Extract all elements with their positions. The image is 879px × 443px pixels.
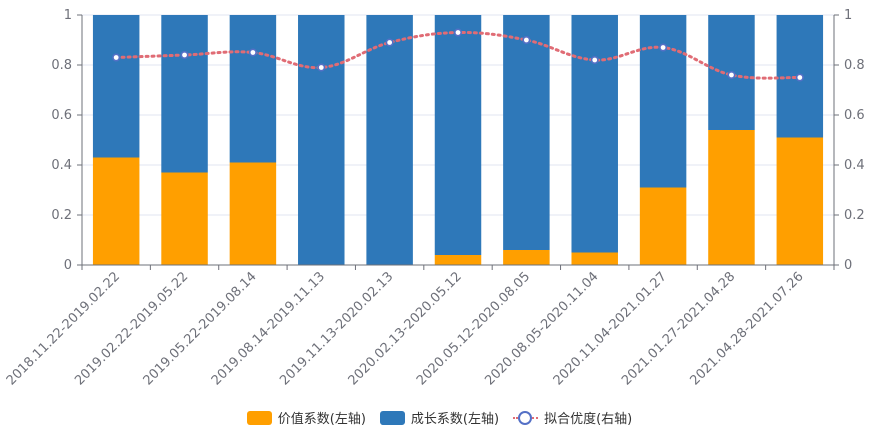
y-left-tick-label: 0.2 — [51, 208, 72, 223]
x-tick-label: 2021.01.27-2021.04.28 — [619, 269, 738, 388]
bar-value — [503, 250, 549, 265]
legend-label-growth: 成长系数(左轴) — [411, 408, 499, 427]
bar-growth — [435, 15, 481, 255]
fit-point — [592, 57, 598, 63]
bar-growth — [298, 15, 344, 265]
y-right-tick-label: 0.4 — [844, 158, 865, 173]
bar-growth — [230, 15, 276, 163]
fit-point — [455, 29, 461, 35]
y-left-tick-label: 0 — [64, 258, 72, 273]
y-right-tick-label: 0.6 — [844, 108, 865, 123]
bar-growth — [93, 15, 139, 158]
legend-item-value[interactable]: 价值系数(左轴) — [247, 408, 366, 427]
x-tick-label: 2019.11.13-2020.02.13 — [277, 269, 396, 388]
bar-value — [230, 163, 276, 266]
bar-growth — [366, 15, 412, 265]
legend-swatch-fit — [513, 411, 538, 425]
fit-point — [386, 39, 392, 45]
bar-value — [161, 173, 207, 266]
x-tick-label: 2019.05.22-2019.08.14 — [141, 269, 260, 388]
bar-growth — [161, 15, 207, 173]
fit-point — [113, 54, 119, 60]
x-tick-labels: 2018.11.22-2019.02.222019.02.22-2019.05.… — [4, 269, 807, 388]
bar-growth — [571, 15, 617, 253]
x-tick-label: 2018.11.22-2019.02.22 — [4, 269, 123, 388]
legend-label-value: 价值系数(左轴) — [278, 408, 366, 427]
y-left-tick-label: 0.8 — [51, 58, 72, 73]
legend-swatch-value — [247, 411, 272, 425]
x-tick-label: 2019.02.22-2019.05.22 — [72, 269, 191, 388]
x-tick-label: 2020.05.12-2020.08.05 — [414, 269, 533, 388]
y-right-tick-label: 1 — [844, 8, 852, 23]
x-tick-label: 2020.08.05-2020.11.04 — [482, 269, 601, 388]
bar-value — [640, 188, 686, 266]
fit-point — [181, 52, 187, 58]
y-right-tick-label: 0.2 — [844, 208, 865, 223]
fit-point — [250, 49, 256, 55]
fit-point — [318, 64, 324, 70]
legend-item-growth[interactable]: 成长系数(左轴) — [380, 408, 499, 427]
bar-value — [777, 138, 823, 266]
fit-point — [660, 44, 666, 50]
bar-value — [93, 158, 139, 266]
y-left-tick-label: 0.4 — [51, 158, 72, 173]
bar-growth — [503, 15, 549, 250]
y-right-tick-label: 0 — [844, 258, 852, 273]
y-right-tick-label: 0.8 — [844, 58, 865, 73]
legend-swatch-growth — [380, 411, 405, 425]
bar-value — [435, 255, 481, 265]
bar-value — [708, 130, 754, 265]
legend: 价值系数(左轴) 成长系数(左轴) 拟合优度(右轴) — [0, 408, 879, 427]
legend-item-fit[interactable]: 拟合优度(右轴) — [513, 408, 632, 427]
bar-value — [571, 253, 617, 266]
fit-point — [797, 74, 803, 80]
fit-point — [728, 72, 734, 78]
bar-growth — [640, 15, 686, 188]
fit-point — [523, 37, 529, 43]
x-tick-label: 2020.02.13-2020.05.12 — [346, 269, 465, 388]
legend-label-fit: 拟合优度(右轴) — [544, 408, 632, 427]
x-tick-label: 2020.11.04-2021.01.27 — [551, 269, 670, 388]
y-left-tick-label: 1 — [64, 8, 72, 23]
x-tick-label: 2019.08.14-2019.11.13 — [209, 269, 328, 388]
y-left-tick-label: 0.6 — [51, 108, 72, 123]
x-tick-label: 2021.04.28-2021.07.26 — [687, 269, 806, 388]
